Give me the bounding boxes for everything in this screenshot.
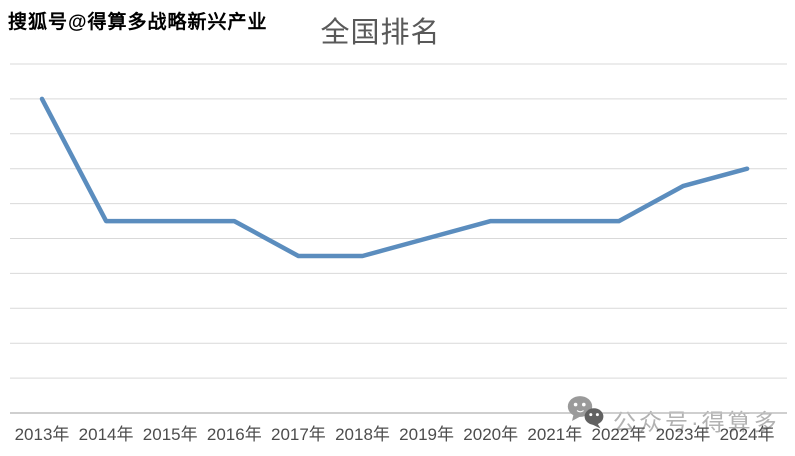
- wechat-icon: [567, 396, 604, 429]
- x-tick-label: 2016年: [207, 425, 262, 444]
- chart-title: 全国排名: [320, 17, 441, 49]
- x-tick-label: 2020年: [463, 425, 518, 444]
- x-tick-label: 2014年: [79, 425, 134, 444]
- ranking-series-line: [39, 96, 750, 259]
- x-tick-label: 2017年: [271, 425, 326, 444]
- x-tick-label: 2021年: [527, 425, 582, 444]
- x-tick-label: 2019年: [399, 425, 454, 444]
- x-tick-label: 2023年: [656, 425, 711, 444]
- x-tick-label: 2015年: [143, 425, 198, 444]
- x-tick-label: 2013年: [15, 425, 70, 444]
- x-tick-label: 2024年: [720, 425, 775, 444]
- sohu-watermark: 搜狐号@得算多战略新兴产业: [8, 12, 268, 33]
- x-tick-label: 2022年: [591, 425, 646, 444]
- x-tick-label: 2018年: [335, 425, 390, 444]
